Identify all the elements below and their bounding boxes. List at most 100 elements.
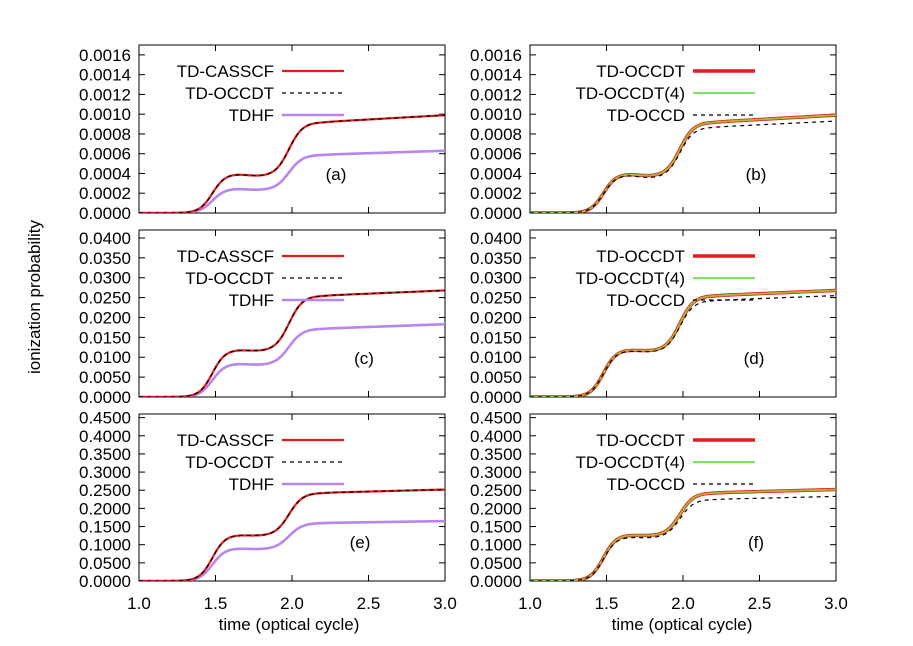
y-tick-label: 0.0004 [470,164,522,183]
y-tick-label: 0.1000 [470,536,522,555]
x-tick-label: 1.0 [518,594,542,613]
panel-b: 0.00000.00020.00040.00060.00080.00100.00… [470,44,837,223]
y-tick-label: 0.0050 [470,368,522,387]
y-tick-label: 0.0350 [470,249,522,268]
y-tick-label: 0.0150 [470,328,522,347]
x-tick-label: 2.5 [357,594,381,613]
y-tick-label: 0.0014 [470,66,522,85]
y-tick-label: 0.0100 [79,348,131,367]
series-line-td-occdt-4- [530,114,836,213]
y-tick-label: 0.0000 [79,572,131,591]
legend-label: TD-CASSCF [177,62,274,81]
y-tick-label: 0.0006 [79,145,131,164]
y-tick-label: 0.3000 [79,463,131,482]
y-tick-label: 0.0008 [79,125,131,144]
y-tick-label: 0.0010 [470,105,522,124]
y-tick-label: 0.0000 [470,388,522,407]
y-tick-label: 0.0004 [79,164,131,183]
legend-label: TD-OCCD [607,291,685,310]
y-tick-label: 0.0016 [470,46,522,65]
legend-label: TDHF [229,106,274,125]
y-tick-label: 0.0010 [79,105,131,124]
y-tick-label: 0.1500 [79,518,131,537]
legend-label: TD-OCCDT [596,62,685,81]
y-tick-label: 0.0000 [79,388,131,407]
panel-label: (f) [748,533,764,552]
y-tick-label: 0.4000 [470,427,522,446]
y-tick-label: 0.0000 [470,204,522,223]
panel-e: 0.00000.05000.10000.15000.20000.25000.30… [79,409,457,613]
legend-label: TD-OCCDT [185,269,274,288]
x-axis-label-left: time (optical cycle) [219,615,360,634]
legend-label: TD-OCCD [607,475,685,494]
y-tick-label: 0.0012 [79,85,131,104]
y-tick-label: 0.2500 [79,481,131,500]
series-overlay [530,114,836,213]
y-tick-label: 0.0008 [470,125,522,144]
y-tick-label: 0.0300 [79,269,131,288]
y-tick-label: 0.0050 [79,368,131,387]
panel-c: 0.00000.00500.01000.01500.02000.02500.03… [79,229,446,407]
series-line-tdhf [139,519,445,581]
series-line-td-occd [530,295,836,397]
legend-label: TD-OCCDT(4) [575,453,685,472]
legend-label: TD-CASSCF [177,431,274,450]
x-tick-label: 1.0 [127,594,151,613]
x-tick-label: 3.0 [433,594,457,613]
series-line-td-occd [530,120,836,213]
series-line-td-casscf [139,488,445,581]
y-tick-label: 0.2500 [470,481,522,500]
panel-label: (e) [350,533,371,552]
legend-label: TD-OCCDT [185,84,274,103]
y-tick-label: 0.0006 [470,145,522,164]
series-line-td-occd [530,495,836,581]
legend-label: TD-OCCDT [596,247,685,266]
legend-label: TD-CASSCF [177,247,274,266]
series-line-tdhf [139,149,445,213]
legend-label: TDHF [229,475,274,494]
panel-f: 0.00000.05000.10000.15000.20000.25000.30… [470,409,848,613]
y-tick-label: 0.0002 [79,184,131,203]
panel-label: (d) [744,349,765,368]
y-tick-label: 0.0400 [470,229,522,248]
y-tick-label: 0.0250 [470,289,522,308]
y-tick-label: 0.3500 [470,445,522,464]
series-overlay [530,488,836,581]
y-axis-label: ionization probability [25,219,44,374]
y-tick-label: 0.0500 [79,554,131,573]
series-line-td-occdt-4- [530,488,836,581]
y-tick-label: 0.0016 [79,46,131,65]
legend-label: TD-OCCDT [185,453,274,472]
series-line-tdhf [139,322,445,397]
y-tick-label: 0.4500 [79,409,131,428]
y-tick-label: 0.1000 [79,536,131,555]
legend-label: TD-OCCDT(4) [575,269,685,288]
x-tick-label: 2.5 [748,594,772,613]
panel-label: (c) [354,349,374,368]
panel-label: (b) [746,165,767,184]
y-tick-label: 0.3500 [79,445,131,464]
legend-label: TDHF [229,291,274,310]
y-tick-label: 0.0012 [470,85,522,104]
y-tick-label: 0.0002 [470,184,522,203]
y-tick-label: 0.0400 [79,229,131,248]
panel-label: (a) [326,165,347,184]
y-tick-label: 0.0100 [470,348,522,367]
y-tick-label: 0.0200 [79,308,131,327]
x-tick-label: 2.0 [280,594,304,613]
legend-label: TD-OCCD [607,106,685,125]
x-axis-label-right: time (optical cycle) [612,615,753,634]
y-tick-label: 0.1500 [470,518,522,537]
panel-a: 0.00000.00020.00040.00060.00080.00100.00… [79,44,446,223]
series-line-td-casscf [139,114,445,213]
series-line-td-occdt [139,289,445,397]
series-line-td-occdt [530,113,836,213]
x-tick-label: 1.5 [204,594,228,613]
x-tick-label: 1.5 [595,594,619,613]
series-line-td-occdt [139,488,445,581]
panel-d: 0.00000.00500.01000.01500.02000.02500.03… [470,229,837,407]
y-tick-label: 0.0500 [470,554,522,573]
legend-label: TD-OCCDT [596,431,685,450]
legend-label: TD-OCCDT(4) [575,84,685,103]
